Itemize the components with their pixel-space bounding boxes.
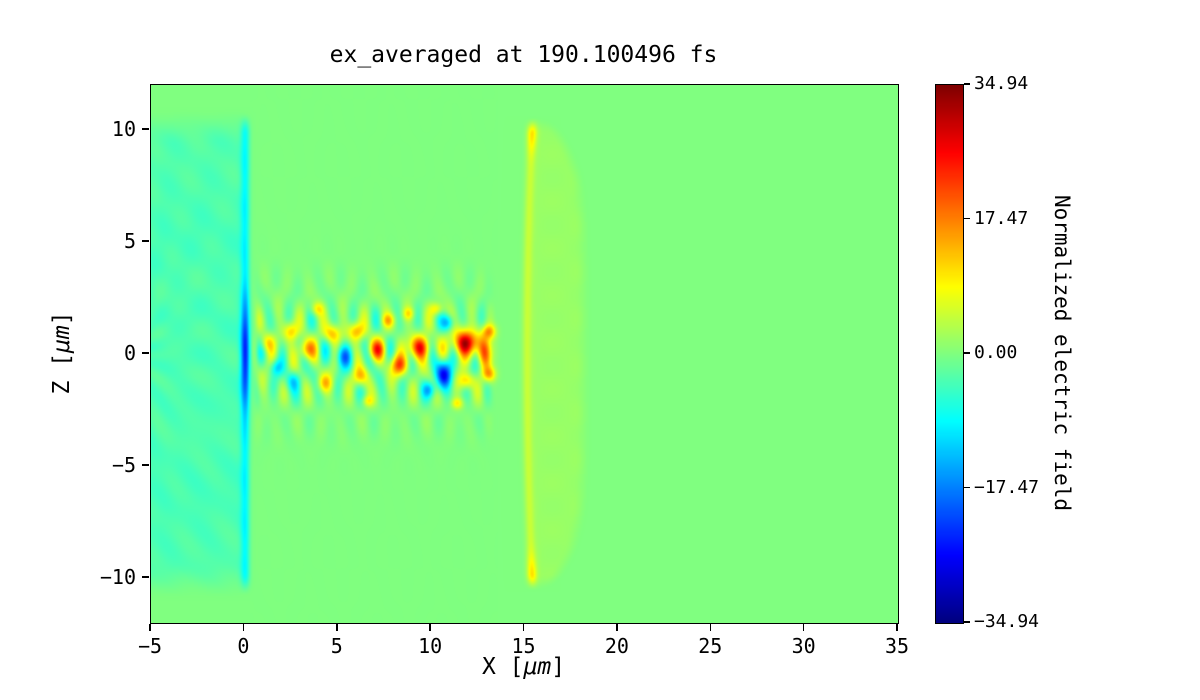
x-tick-label: 25 [698,634,723,658]
x-tick-label: 20 [604,634,629,658]
y-tick-label: −5 [111,453,136,478]
heatmap-canvas [151,85,898,623]
x-tick-label: 35 [884,634,910,658]
x-tick-mark [522,624,525,631]
x-tick-label: 0 [237,634,250,658]
plot-title: ex_averaged at 190.100496 fs [329,42,718,68]
y-axis-label-suffix: ] [49,311,75,326]
colorbar-tick-mark [964,352,970,354]
x-tick-mark [429,624,431,631]
colorbar-tick-label: 0.00 [974,342,1018,363]
colorbar-tick-mark [964,621,970,623]
y-tick-label: 0 [123,341,136,365]
y-tick-mark [142,128,149,130]
x-tick-mark [336,624,338,631]
x-tick-label: 5 [330,634,343,658]
x-tick-mark [802,624,805,631]
colorbar-tick-label: 17.47 [974,207,1029,229]
x-tick-label: 10 [418,634,443,658]
x-tick-mark [616,624,618,631]
y-tick-label: 5 [123,228,136,253]
plot-area [150,84,899,624]
y-tick-label: 10 [111,116,136,141]
y-tick-label: −10 [99,565,136,590]
x-tick-mark [896,624,898,631]
colorbar-tick-mark [964,486,970,489]
x-tick-mark [149,624,151,631]
x-axis-label-unit: μm [523,654,552,680]
colorbar [935,84,964,624]
colorbar-canvas [936,85,963,623]
y-tick-mark [142,464,149,466]
x-tick-label: −5 [137,634,163,658]
x-axis-label-suffix: ] [551,654,566,680]
colorbar-tick-label: −17.47 [974,476,1040,498]
x-axis-label-prefix: X [ [481,654,524,680]
colorbar-tick-label: 34.94 [974,73,1029,94]
x-tick-mark [709,624,711,631]
y-tick-mark [142,240,149,242]
x-tick-label: 30 [791,634,816,658]
x-axis-label: X [μm] [150,654,897,680]
colorbar-label: Normalized electric field [1050,194,1074,512]
colorbar-tick-label: −34.94 [974,611,1040,632]
x-tick-mark [242,624,245,631]
x-tick-label: 15 [511,634,536,658]
y-tick-mark [142,352,149,354]
colorbar-tick-mark [964,83,970,85]
colorbar-tick-mark [964,217,970,220]
y-tick-mark [142,576,149,578]
